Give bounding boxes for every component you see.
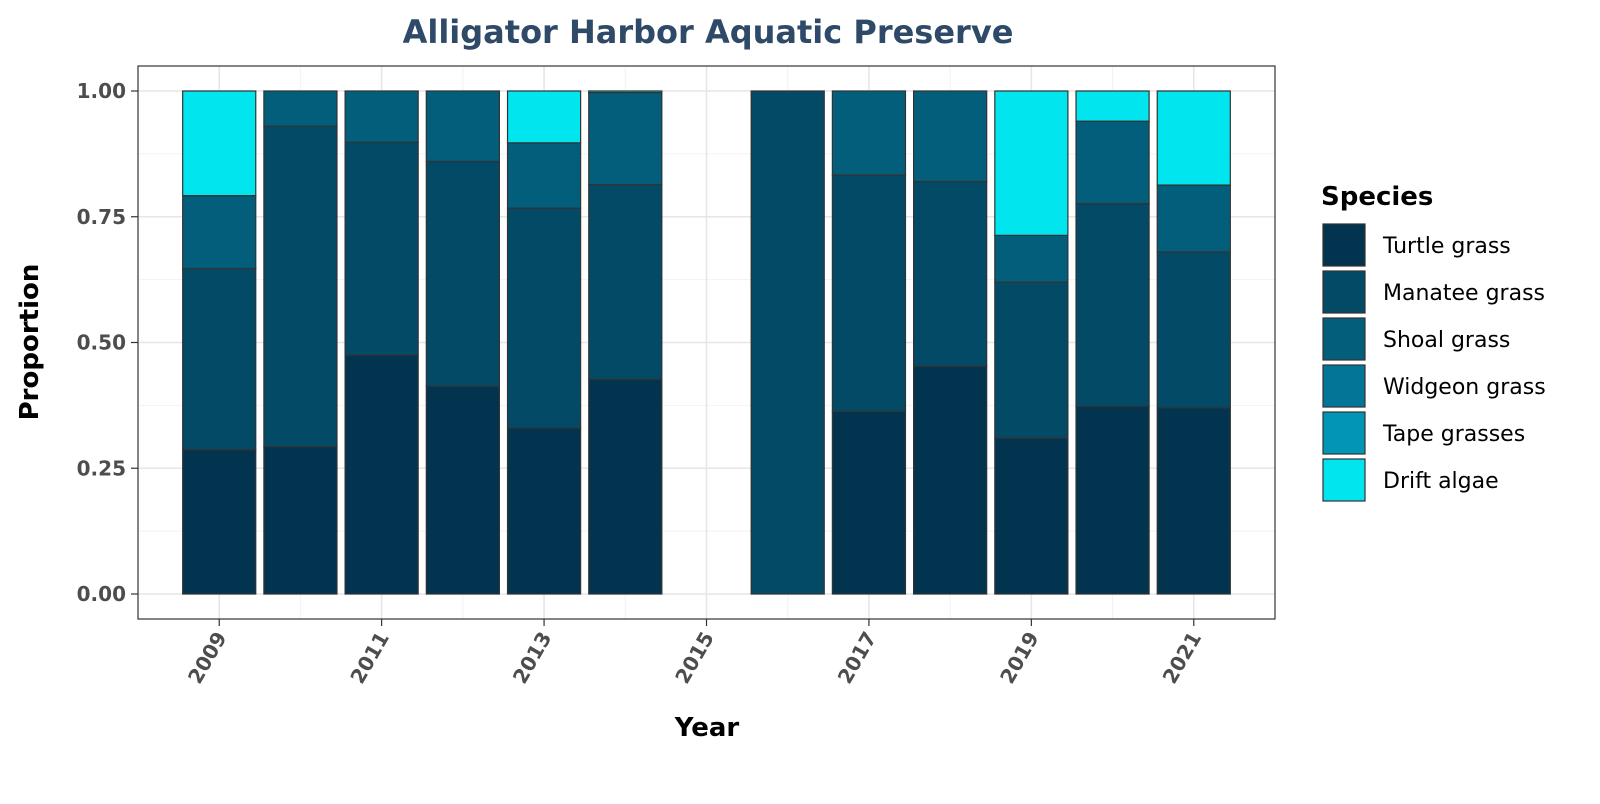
x-tick-label: 2019 bbox=[995, 628, 1044, 688]
legend-key bbox=[1322, 411, 1366, 455]
bar-segment bbox=[263, 90, 338, 127]
bar-segment bbox=[750, 90, 825, 595]
bar-segment bbox=[263, 125, 338, 448]
legend-label: Widgeon grass bbox=[1383, 375, 1546, 400]
bar-segment bbox=[588, 91, 663, 186]
bar-segment bbox=[994, 281, 1069, 439]
bar-segment bbox=[344, 141, 419, 356]
bar-segment bbox=[912, 365, 988, 595]
y-tick-label: 0.75 bbox=[77, 205, 126, 229]
bar-segment bbox=[588, 378, 663, 595]
legend-key bbox=[1322, 364, 1366, 408]
x-tick-label: 2011 bbox=[345, 628, 394, 688]
legend: Species Turtle grass Manatee grass Shoal g… bbox=[1321, 182, 1546, 502]
bar-segment bbox=[588, 90, 663, 94]
legend-label: Shoal grass bbox=[1383, 328, 1510, 353]
x-tick-label: 2009 bbox=[183, 628, 232, 688]
bar-segment bbox=[182, 195, 257, 270]
y-tick-label: 1.00 bbox=[77, 79, 126, 103]
bar-segment bbox=[344, 90, 419, 143]
legend-key bbox=[1322, 270, 1366, 314]
bar-segment bbox=[1075, 203, 1150, 407]
bars bbox=[182, 90, 1231, 595]
y-axis: 0.00 0.25 0.50 0.75 1.00 bbox=[77, 79, 138, 606]
x-tick-label: 2021 bbox=[1157, 628, 1206, 688]
bar-segment bbox=[506, 207, 582, 429]
bar-segment bbox=[912, 180, 988, 367]
bar-segment bbox=[912, 90, 988, 183]
legend-key bbox=[1322, 317, 1366, 361]
legend-label: Tape grasses bbox=[1382, 422, 1525, 447]
bar-segment bbox=[831, 174, 907, 413]
bar-segment bbox=[994, 437, 1069, 595]
bar-segment bbox=[1075, 90, 1150, 122]
bar-segment bbox=[1075, 405, 1150, 595]
bar-segment bbox=[994, 234, 1069, 283]
y-tick-label: 0.00 bbox=[77, 582, 126, 606]
bar-segment bbox=[994, 90, 1069, 236]
bar-segment bbox=[1156, 407, 1231, 595]
x-axis: 2009 2011 2013 2015 2017 2019 2021 bbox=[183, 619, 1206, 688]
bar-segment bbox=[182, 267, 257, 451]
x-tick-label: 2013 bbox=[508, 628, 557, 688]
bar-segment bbox=[425, 160, 501, 387]
x-axis-title: Year bbox=[674, 713, 740, 743]
y-tick-label: 0.50 bbox=[77, 331, 126, 355]
legend-title: Species bbox=[1321, 182, 1433, 212]
legend-key bbox=[1322, 458, 1366, 502]
bar-segment bbox=[506, 142, 582, 209]
bar-segment bbox=[425, 385, 501, 595]
bar-segment bbox=[1156, 90, 1231, 186]
bar-segment bbox=[1156, 251, 1231, 409]
y-axis-title: Proportion bbox=[15, 264, 45, 421]
bar-segment bbox=[425, 90, 501, 163]
legend-label: Drift algae bbox=[1383, 469, 1499, 494]
x-tick-label: 2015 bbox=[670, 628, 719, 688]
bar-segment bbox=[506, 427, 582, 595]
bar-segment bbox=[344, 354, 419, 595]
bar-segment bbox=[831, 410, 907, 595]
bar-segment bbox=[263, 446, 338, 595]
chart-title: Alligator Harbor Aquatic Preserve bbox=[403, 13, 1014, 51]
legend-label: Turtle grass bbox=[1382, 234, 1511, 259]
x-tick-label: 2017 bbox=[833, 628, 882, 688]
bar-segment bbox=[831, 90, 907, 176]
bar-segment bbox=[506, 90, 582, 144]
bar-segment bbox=[588, 183, 663, 380]
bar-segment bbox=[182, 449, 257, 595]
legend-label: Manatee grass bbox=[1383, 281, 1545, 306]
bar-segment bbox=[182, 90, 257, 197]
bar-segment bbox=[1156, 184, 1231, 253]
y-tick-label: 0.25 bbox=[77, 456, 126, 480]
legend-key bbox=[1322, 223, 1366, 267]
bar-segment bbox=[1075, 120, 1150, 205]
